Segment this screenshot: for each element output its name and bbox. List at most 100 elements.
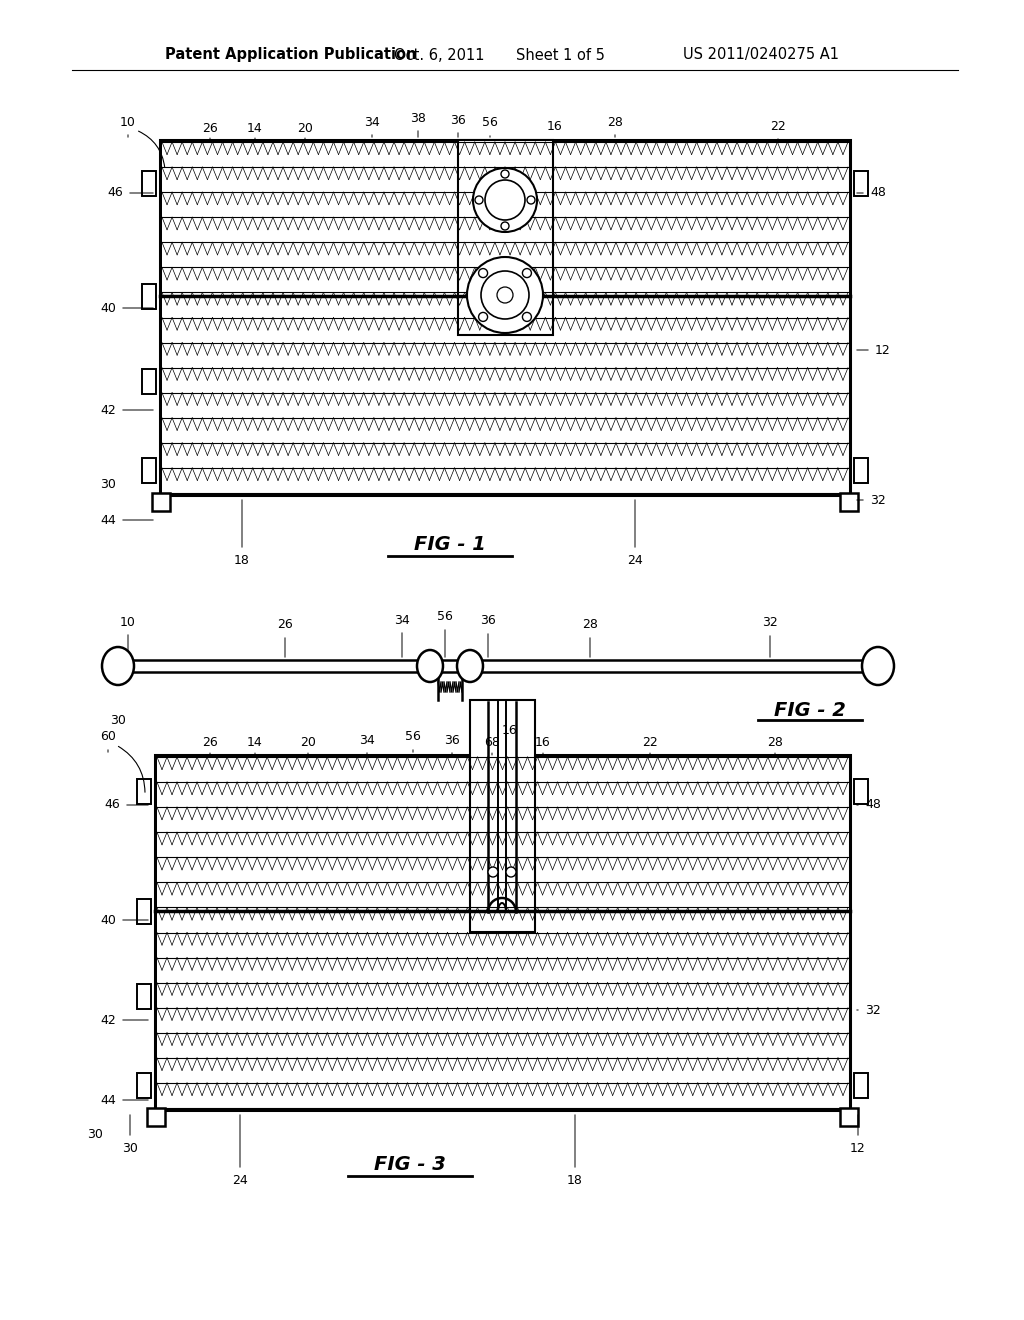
Circle shape: [522, 313, 531, 322]
Ellipse shape: [102, 647, 134, 685]
Circle shape: [467, 257, 543, 333]
Text: 36: 36: [480, 615, 496, 627]
Text: 12: 12: [850, 1142, 866, 1155]
Text: 48: 48: [865, 799, 881, 812]
Circle shape: [475, 195, 483, 205]
Text: 22: 22: [770, 120, 785, 132]
Text: 44: 44: [100, 1093, 116, 1106]
Bar: [157, 957, 848, 982]
Text: 10: 10: [120, 116, 136, 128]
Text: 60: 60: [100, 730, 116, 743]
Text: 14: 14: [247, 121, 263, 135]
Text: 10: 10: [120, 615, 136, 628]
Text: 30: 30: [87, 1129, 103, 1142]
Text: 40: 40: [100, 913, 116, 927]
Bar: [142, 370, 156, 395]
Text: 26: 26: [202, 121, 218, 135]
Text: 18: 18: [234, 553, 250, 566]
Text: 56: 56: [437, 610, 453, 623]
Text: 24: 24: [627, 553, 643, 566]
Bar: [157, 882, 848, 907]
Bar: [157, 907, 848, 932]
Bar: [137, 779, 151, 804]
Bar: [162, 143, 848, 168]
Bar: [157, 982, 848, 1007]
Bar: [157, 1007, 848, 1032]
Text: 28: 28: [607, 116, 623, 128]
Bar: [458, 140, 553, 335]
Bar: [157, 807, 848, 832]
Text: FIG - 3: FIG - 3: [374, 1155, 445, 1175]
Text: 20: 20: [297, 121, 313, 135]
Circle shape: [522, 268, 531, 277]
Bar: [840, 492, 858, 511]
Ellipse shape: [457, 649, 483, 682]
Text: 40: 40: [100, 301, 116, 314]
Text: Sheet 1 of 5: Sheet 1 of 5: [516, 48, 605, 62]
Bar: [162, 218, 848, 243]
Bar: [162, 343, 848, 368]
Circle shape: [501, 222, 509, 230]
Text: 22: 22: [642, 737, 657, 750]
Circle shape: [506, 867, 516, 876]
Text: 12: 12: [876, 343, 891, 356]
Bar: [147, 1107, 165, 1126]
Circle shape: [527, 195, 535, 205]
Bar: [162, 168, 848, 193]
Bar: [157, 1082, 848, 1107]
Text: 26: 26: [202, 737, 218, 750]
Text: 16: 16: [536, 737, 551, 750]
Text: 24: 24: [232, 1173, 248, 1187]
Bar: [157, 932, 848, 957]
Bar: [162, 467, 848, 492]
Bar: [137, 985, 151, 1010]
Text: 56: 56: [406, 730, 421, 743]
Bar: [162, 368, 848, 393]
Bar: [142, 284, 156, 309]
Text: US 2011/0240275 A1: US 2011/0240275 A1: [683, 48, 839, 62]
Text: 42: 42: [100, 404, 116, 417]
Text: 30: 30: [100, 479, 116, 491]
Bar: [840, 1107, 858, 1126]
Text: 36: 36: [444, 734, 460, 747]
Text: 34: 34: [365, 116, 380, 128]
Bar: [157, 857, 848, 882]
Bar: [152, 492, 170, 511]
Text: 14: 14: [247, 737, 263, 750]
Bar: [162, 243, 848, 268]
Text: 28: 28: [767, 737, 783, 750]
Text: 48: 48: [870, 186, 886, 199]
Text: FIG - 1: FIG - 1: [414, 536, 486, 554]
Bar: [854, 170, 868, 195]
Text: 42: 42: [100, 1014, 116, 1027]
Bar: [162, 442, 848, 467]
Text: 56: 56: [482, 116, 498, 129]
Bar: [157, 1057, 848, 1082]
Text: 34: 34: [359, 734, 375, 747]
Text: Patent Application Publication: Patent Application Publication: [165, 48, 417, 62]
Circle shape: [478, 268, 487, 277]
Text: 30: 30: [122, 1142, 138, 1155]
Bar: [157, 1032, 848, 1057]
Text: 32: 32: [870, 494, 886, 507]
Bar: [142, 458, 156, 483]
Bar: [162, 268, 848, 293]
Text: 38: 38: [410, 111, 426, 124]
Bar: [137, 1073, 151, 1098]
Text: 46: 46: [108, 186, 123, 199]
Circle shape: [478, 313, 487, 322]
Ellipse shape: [862, 647, 894, 685]
Circle shape: [501, 170, 509, 178]
Text: 16: 16: [547, 120, 563, 133]
Text: 18: 18: [567, 1173, 583, 1187]
Text: 16: 16: [502, 723, 518, 737]
Bar: [162, 418, 848, 442]
Bar: [142, 170, 156, 195]
Bar: [155, 755, 850, 1110]
Bar: [160, 140, 850, 495]
Text: 20: 20: [300, 737, 316, 750]
Bar: [157, 781, 848, 807]
Text: FIG - 2: FIG - 2: [774, 701, 846, 719]
Text: 34: 34: [394, 614, 410, 627]
Bar: [854, 458, 868, 483]
